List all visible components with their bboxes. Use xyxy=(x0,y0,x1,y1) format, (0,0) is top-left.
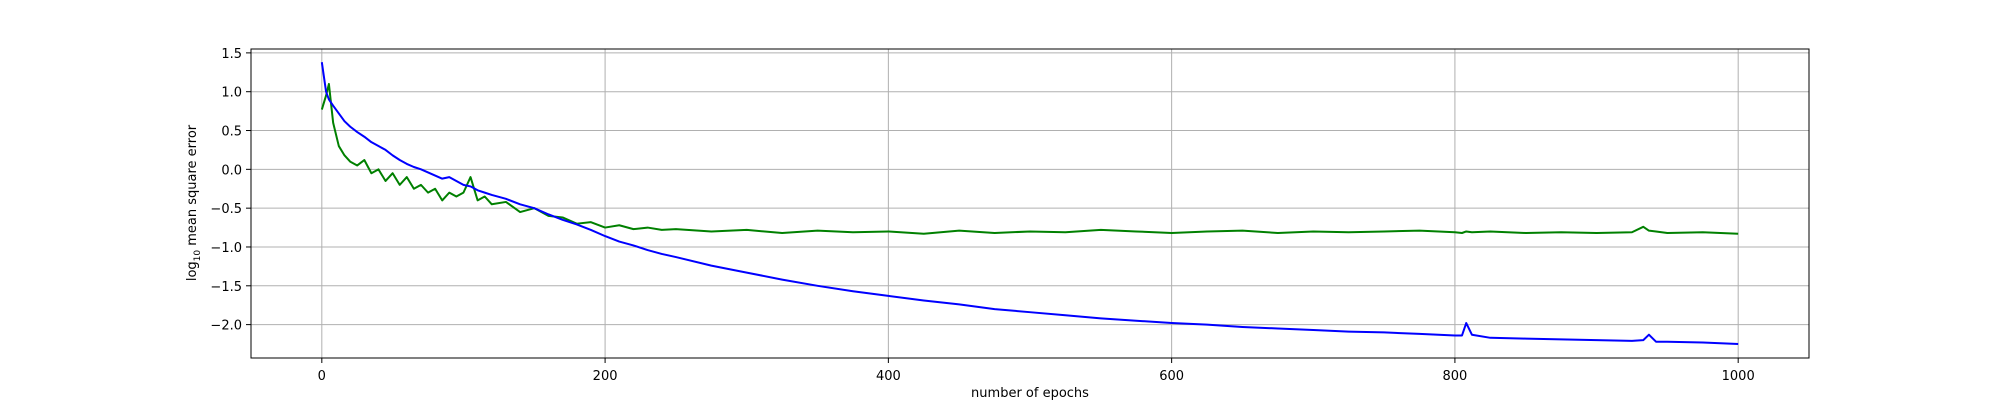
y-label-subscript: 10 xyxy=(193,250,203,262)
x-tick-label: 800 xyxy=(1442,369,1467,384)
y-tick-label: 0.0 xyxy=(221,163,242,178)
y-tick-label: 0.5 xyxy=(221,125,242,140)
y-tick-label: −2.0 xyxy=(210,319,242,334)
y-tick-label: 1.0 xyxy=(221,86,242,101)
x-tick-label: 1000 xyxy=(1722,369,1755,384)
plot-frame xyxy=(250,48,1810,359)
x-axis-label: number of epochs xyxy=(971,386,1089,400)
y-label-text: mean square error xyxy=(185,124,200,250)
y-label-base: log xyxy=(185,261,200,281)
y-axis-label: log10 mean square error xyxy=(185,124,203,281)
x-tick-label: 0 xyxy=(318,369,326,384)
y-tick-label: −0.5 xyxy=(210,202,242,217)
y-tick-label: −1.5 xyxy=(210,280,242,295)
x-tick-label: 400 xyxy=(876,369,901,384)
x-tick-label: 200 xyxy=(593,369,618,384)
y-tick-label: 1.5 xyxy=(221,47,242,62)
data-line xyxy=(320,62,1739,346)
x-tick-label: 600 xyxy=(1159,369,1184,384)
data-line xyxy=(320,82,1739,235)
y-tick-label: −1.0 xyxy=(210,241,242,256)
